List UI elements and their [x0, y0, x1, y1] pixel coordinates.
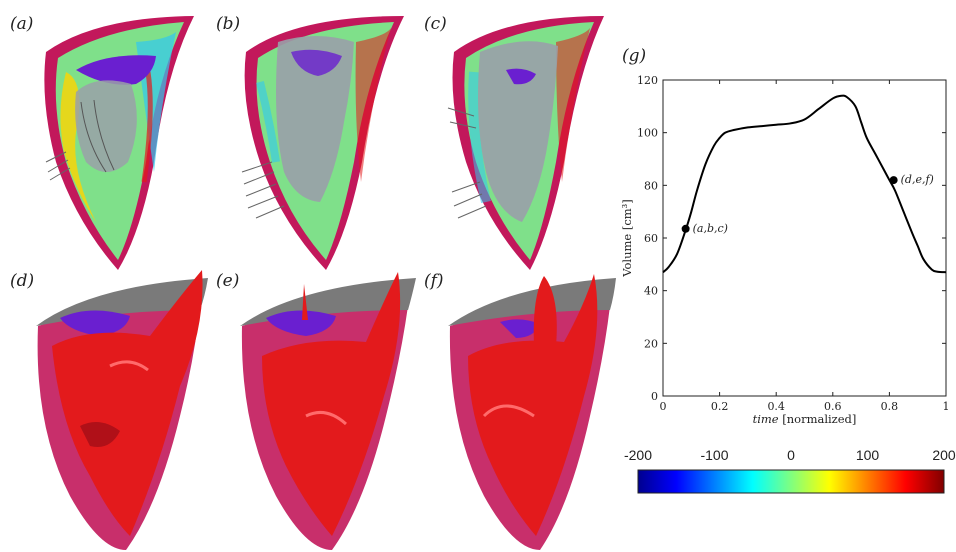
annotation-label: (d,e,f) — [901, 173, 934, 186]
colorbar-tick-label: -200 — [624, 447, 652, 463]
panel-label-g: (g) — [622, 46, 647, 66]
x-axis-label: time [normalized] — [753, 412, 857, 426]
x-axis-label-unit: [normalized] — [779, 412, 857, 426]
annotation-point — [681, 224, 690, 233]
y-tick-label: 40 — [644, 285, 658, 298]
y-tick-label: 0 — [651, 390, 658, 403]
heart-render-c — [447, 16, 604, 270]
colorbar-tick-label: 100 — [856, 447, 880, 463]
heart-render-f — [448, 274, 616, 550]
y-axis-label: Volume [cm³] — [620, 199, 634, 278]
x-tick-label: 0.8 — [881, 400, 899, 413]
heart-render-a — [44, 16, 195, 270]
colorbar-ticks: -200 -100 0 100 200 — [624, 447, 956, 463]
x-tick-label: 0.2 — [711, 400, 729, 413]
panel-label-e: (e) — [216, 271, 240, 291]
x-tick-label: 0.6 — [824, 400, 842, 413]
y-tick-label: 60 — [644, 232, 658, 245]
chart-series — [662, 94, 947, 274]
x-tick-label: 0 — [660, 400, 667, 413]
colorbar: -200 -100 0 100 200 — [624, 447, 956, 494]
x-tick-label: 0.4 — [767, 400, 785, 413]
panel-label-a: (a) — [10, 14, 34, 34]
annotation-point — [889, 176, 898, 185]
x-tick-label: 1 — [943, 400, 950, 413]
y-tick-label: 120 — [637, 74, 658, 87]
plot-frame — [662, 79, 947, 397]
heart-render-b — [241, 16, 404, 270]
panel-label-b: (b) — [216, 14, 241, 34]
y-tick-label: 80 — [644, 179, 658, 192]
volume-line-chart: 0 0.2 0.4 0.6 0.8 1 0 20 40 60 80 100 120 time [norma… — [620, 74, 950, 426]
volume-curve-series-0 — [662, 94, 947, 274]
x-axis-label-var: time — [753, 412, 779, 426]
panel-label-f: (f) — [424, 271, 444, 291]
heart-render-e — [240, 272, 416, 550]
chart-annotations: (a,b,c) (d,e,f) — [681, 173, 934, 235]
heart-render-d — [36, 270, 208, 550]
y-tick-label: 20 — [644, 337, 658, 350]
panel-label-c: (c) — [424, 14, 447, 34]
chart-axes: 0 0.2 0.4 0.6 0.8 1 0 20 40 60 80 100 120 time [norma… — [620, 74, 950, 426]
colorbar-tick-label: 0 — [787, 447, 795, 463]
colorbar-tick-label: -100 — [700, 447, 728, 463]
colorbar-tick-label: 200 — [932, 447, 956, 463]
y-tick-label: 100 — [637, 127, 658, 140]
colorbar-gradient — [637, 469, 945, 494]
panel-label-d: (d) — [10, 271, 35, 291]
annotation-label: (a,b,c) — [693, 222, 728, 235]
